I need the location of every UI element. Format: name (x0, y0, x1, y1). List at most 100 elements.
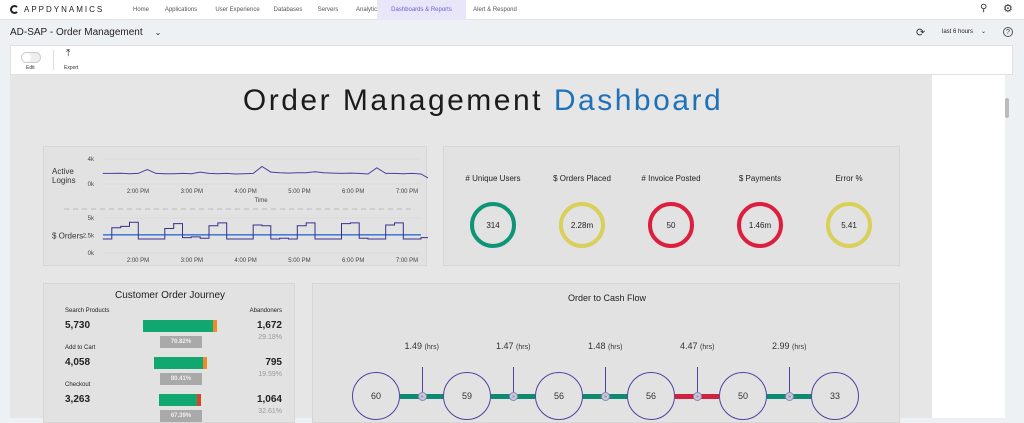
data-point (367, 238, 369, 240)
brand-logo[interactable]: APPDYNAMICS (10, 5, 104, 14)
data-point (270, 171, 272, 173)
dashboard-selector[interactable]: AD-SAP - Order Management ⌄ (10, 27, 161, 38)
abandoners-value: 795 (265, 357, 282, 368)
data-point (243, 173, 245, 175)
data-point (332, 172, 334, 174)
data-point (288, 238, 289, 240)
kpi-label: Error % (835, 174, 863, 183)
step-label: Checkout (65, 382, 91, 388)
data-point (137, 238, 139, 240)
funnel-bar[interactable] (143, 320, 217, 332)
flow-node[interactable]: 59 (443, 372, 491, 420)
kpi-ring[interactable]: 314 (470, 202, 516, 248)
chevron-down-icon: ⌄ (154, 28, 162, 37)
kpi-ring[interactable]: 5.41 (826, 202, 872, 248)
x-tick-label: 6:00 PM (342, 189, 364, 195)
data-point (420, 173, 422, 175)
data-point (226, 238, 228, 240)
y-tick-label: 4k (88, 157, 95, 163)
data-point (376, 167, 378, 169)
data-point (296, 225, 298, 227)
link-marker (421, 367, 423, 394)
data-point (217, 222, 219, 224)
edit-toggle[interactable] (21, 52, 41, 63)
dashboard-name: AD-SAP - Order Management (10, 27, 143, 38)
funnel-bar[interactable] (159, 394, 201, 406)
series-line[interactable] (103, 165, 431, 180)
flow-node[interactable]: 56 (535, 372, 583, 420)
data-point (358, 237, 360, 239)
data-point (323, 238, 325, 240)
kpi-ring[interactable]: 2.28m (559, 202, 605, 248)
flow-node[interactable]: 33 (811, 372, 859, 420)
data-point (182, 172, 183, 174)
flow-node[interactable]: 56 (627, 372, 675, 420)
data-point (235, 173, 236, 175)
nav-item[interactable]: Dashboards & Reports (377, 0, 466, 20)
flow-node[interactable]: 60 (352, 372, 400, 420)
kpi-value: 50 (666, 220, 676, 230)
kpi-value: 5.41 (841, 220, 857, 230)
export-icon[interactable]: ⤒ (66, 48, 71, 59)
x-tick-label: 4:00 PM (234, 258, 256, 264)
data-point (173, 173, 175, 175)
journey-panel: Customer Order Journey Abandoners Search… (43, 283, 295, 423)
refresh-icon[interactable]: ⟳ (916, 27, 926, 39)
cash-flow-title: Order to Cash Flow (567, 293, 647, 303)
title-part1: Order Management (242, 84, 544, 117)
data-point (164, 173, 166, 175)
data-point (261, 166, 263, 167)
export-button[interactable]: Export (64, 65, 79, 71)
chevron-right-icon: » (693, 392, 702, 401)
nav-item[interactable]: Applications (164, 7, 198, 13)
data-point (367, 173, 369, 175)
kpi-panel: # Unique Users 314 $ Orders Placed 2.28m #… (443, 146, 900, 266)
y-tick-label: 0k (88, 251, 95, 257)
kpi-ring[interactable]: 50 (648, 202, 694, 248)
abandoners-value: 1,064 (256, 394, 282, 405)
nav-item[interactable]: Databases (273, 7, 303, 13)
nav-item[interactable]: Servers (317, 7, 339, 13)
gear-icon[interactable]: ⚙ (1003, 3, 1013, 15)
kpi-label: $ Orders Placed (553, 174, 611, 183)
link-duration: 1.47 (hrs) (496, 341, 531, 351)
abandon-pct: 19.59% (258, 371, 282, 378)
data-point (252, 224, 254, 226)
nav-item[interactable]: Analytics (355, 7, 380, 13)
y-axis-label: $ Orders (52, 232, 83, 241)
series-line[interactable] (103, 221, 431, 240)
data-point (394, 172, 395, 174)
link-marker (605, 367, 606, 394)
search-icon[interactable]: ⚲ (980, 3, 988, 14)
time-range-value: last 6 hours (942, 29, 974, 35)
y-tick-label: 5k (88, 216, 95, 222)
nav-item[interactable]: Alert & Respond (473, 7, 517, 13)
help-icon[interactable]: ? (1003, 27, 1013, 37)
data-point (349, 222, 351, 224)
abandoners-label: Abandoners (249, 308, 282, 314)
flow-node[interactable]: 50 (719, 372, 767, 420)
data-point (394, 222, 395, 224)
scrollbar[interactable] (1005, 98, 1009, 118)
data-point (146, 169, 148, 171)
nav-item[interactable]: Home (132, 7, 149, 13)
data-point (376, 238, 378, 240)
funnel-bar[interactable] (153, 357, 207, 369)
data-point (182, 237, 183, 238)
nav-item[interactable]: User Experience (215, 7, 260, 13)
page-title: Order Management Dashboard (100, 84, 866, 118)
link-marker (697, 367, 698, 394)
abandon-pct: 29.18% (258, 334, 282, 341)
time-range-select[interactable]: last 6 hours ⌄ (942, 28, 986, 35)
data-point (120, 172, 122, 174)
data-point (102, 238, 104, 240)
side-gutter (932, 75, 1005, 418)
kpi-ring[interactable]: 1.46m (737, 202, 783, 248)
chevron-right-icon: » (509, 392, 518, 401)
data-point (164, 228, 166, 229)
data-point (190, 173, 192, 175)
chevron-right-icon: » (417, 392, 427, 401)
x-tick-label: 2:00 PM (127, 258, 149, 264)
x-tick-label: 3:00 PM (181, 189, 203, 195)
divider (53, 50, 54, 70)
